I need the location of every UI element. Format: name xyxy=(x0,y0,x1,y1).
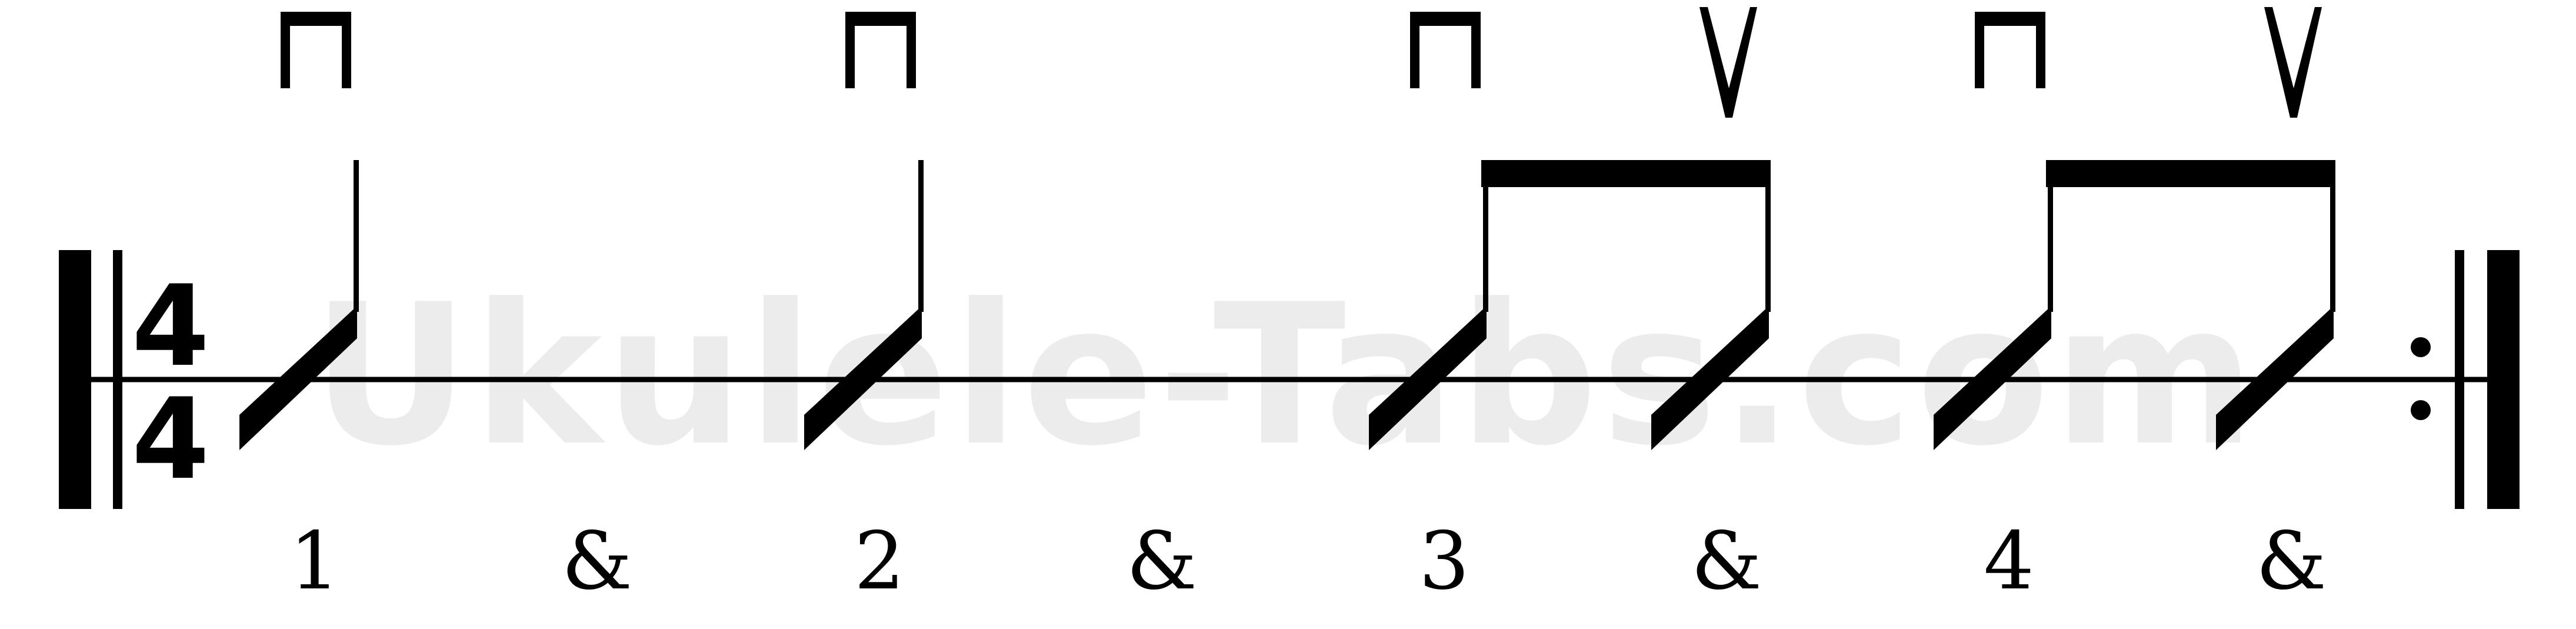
repeat-dot-upper xyxy=(2411,337,2431,357)
down-bow-icon xyxy=(281,12,351,88)
time-signature-denominator: 4 xyxy=(132,374,209,504)
slash-notehead xyxy=(239,306,357,450)
bow-markings xyxy=(281,7,2322,118)
end-thin-barline xyxy=(2455,250,2464,509)
down-bow-icon xyxy=(845,12,916,88)
beat-count-label: & xyxy=(1691,515,1762,607)
note-stem xyxy=(1483,177,1488,312)
up-bow-icon xyxy=(2264,7,2322,118)
beat-count-label: 4 xyxy=(1984,515,2034,607)
note-stem xyxy=(918,160,924,312)
beat-count-label: 1 xyxy=(289,515,340,607)
slash-notehead xyxy=(804,306,922,450)
beat-count-label: & xyxy=(2256,515,2327,607)
strum-notes xyxy=(239,160,2335,450)
start-thick-barline xyxy=(59,250,91,509)
note-stem xyxy=(354,160,359,312)
beat-counts: 1 & 2 & 3 & 4 & xyxy=(289,515,2327,607)
beat-count-label: 3 xyxy=(1419,515,1469,607)
down-bow-icon xyxy=(1975,12,2045,88)
slash-notehead xyxy=(2216,306,2334,450)
beam-beat-4 xyxy=(2046,160,2335,187)
watermark-text: Ukulele-Tabs.com xyxy=(312,262,2259,488)
note-stem xyxy=(2330,177,2335,312)
start-thin-barline xyxy=(113,250,122,509)
time-signature-numerator: 4 xyxy=(132,261,209,391)
slash-notehead xyxy=(1934,306,2051,450)
end-thick-barline xyxy=(2487,250,2520,509)
repeat-dot-lower xyxy=(2411,400,2431,420)
beam-beat-3 xyxy=(1481,160,1771,187)
beat-count-label: 2 xyxy=(854,515,905,607)
note-stem xyxy=(1765,177,1771,312)
note-stem xyxy=(2048,177,2053,312)
up-bow-icon xyxy=(1699,7,1757,118)
beat-count-label: & xyxy=(1127,515,1197,607)
beat-count-label: & xyxy=(562,515,632,607)
down-bow-icon xyxy=(1410,12,1481,88)
slash-notehead xyxy=(1651,306,1769,450)
slash-notehead xyxy=(1369,306,1487,450)
